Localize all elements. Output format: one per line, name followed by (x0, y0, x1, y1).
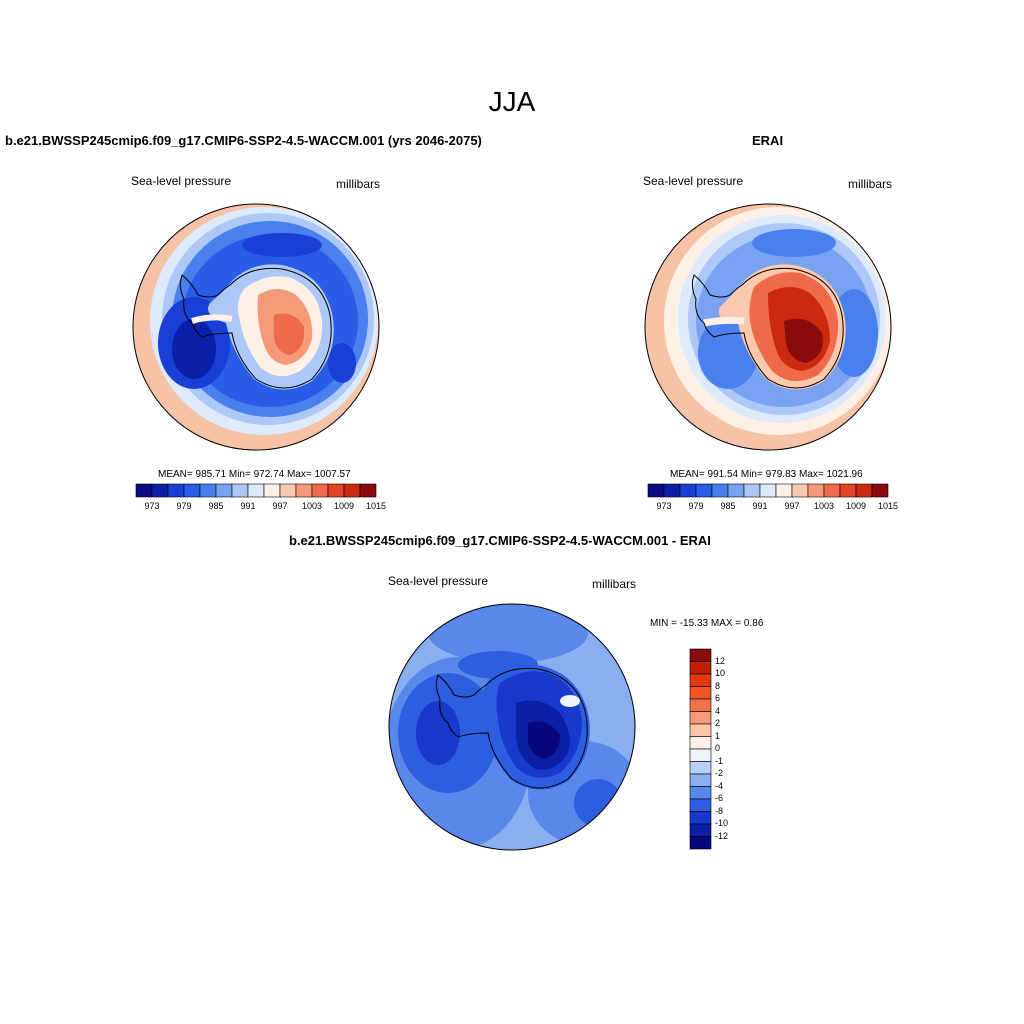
colorbar-tick-label: 979 (688, 501, 704, 511)
colorbar-tick-label: 6 (715, 693, 721, 703)
colorbar-tick-label: 10 (715, 668, 726, 678)
colorbar-tick-label: 8 (715, 680, 721, 691)
diff-variable-label: Sea-level pressure (388, 574, 489, 588)
model-panel-title: b.e21.BWSSP245cmip6.f09_g17.CMIP6-SSP2-4… (5, 133, 482, 148)
colorbar-tick-label: 1015 (877, 501, 899, 511)
diff-polar-map (388, 603, 636, 851)
colorbar-swatch (759, 483, 777, 498)
diff-colorbar-labels: 12 10 8 6 4 2 1 0 -1 -2 -4 -6 -8 -10 -12 (715, 649, 755, 849)
colorbar-tick-label: 1015 (365, 501, 387, 511)
colorbar-swatch (199, 483, 217, 498)
colorbar-swatch (689, 786, 712, 800)
model-colorbar (135, 483, 377, 498)
colorbar-swatch (689, 836, 712, 850)
colorbar-swatch (135, 483, 153, 498)
colorbar-swatch (823, 483, 841, 498)
colorbar-tick-label: -12 (715, 830, 729, 841)
colorbar-tick-label: -8 (715, 805, 724, 816)
colorbar-tick-label: 985 (208, 501, 224, 511)
colorbar-tick-label: 1003 (301, 501, 323, 511)
colorbar-swatch (791, 483, 809, 498)
diff-colorbar (689, 648, 712, 850)
colorbar-swatch (689, 648, 712, 662)
colorbar-swatch (689, 773, 712, 787)
obs-polar-map (644, 203, 892, 451)
colorbar-tick-label: -10 (715, 818, 729, 828)
colorbar-swatch (151, 483, 169, 498)
colorbar-swatch (689, 711, 712, 725)
colorbar-tick-label: 997 (784, 501, 800, 511)
colorbar-tick-label: -4 (715, 780, 724, 791)
colorbar-tick-label: 979 (176, 501, 192, 511)
colorbar-tick-label: 991 (240, 501, 256, 511)
colorbar-tick-label: 2 (715, 718, 721, 728)
model-variable-label: Sea-level pressure (131, 174, 232, 188)
colorbar-swatch (727, 483, 745, 498)
colorbar-swatch (183, 483, 201, 498)
colorbar-swatch (231, 483, 249, 498)
model-polar-map (132, 203, 380, 451)
colorbar-swatch (775, 483, 793, 498)
obs-stats: MEAN= 991.54 Min= 979.83 Max= 1021.96 (670, 469, 863, 480)
colorbar-tick-label: 12 (715, 655, 726, 666)
colorbar-swatch (689, 811, 712, 825)
colorbar-swatch (689, 673, 712, 687)
diff-panel-title: b.e21.BWSSP245cmip6.f09_g17.CMIP6-SSP2-4… (289, 533, 711, 548)
colorbar-swatch (855, 483, 873, 498)
obs-units-label: millibars (848, 177, 893, 191)
colorbar-swatch (711, 483, 729, 498)
diff-stats: MIN = -15.33 MAX = 0.86 (650, 618, 764, 629)
colorbar-tick-label: 1009 (845, 501, 867, 511)
colorbar-swatch (663, 483, 681, 498)
colorbar-swatch (359, 483, 377, 498)
model-units-label: millibars (336, 177, 381, 191)
colorbar-swatch (343, 483, 361, 498)
colorbar-swatch (679, 483, 697, 498)
colorbar-swatch (689, 661, 712, 675)
colorbar-tick-label: 991 (752, 501, 768, 511)
colorbar-swatch (689, 698, 712, 712)
colorbar-tick-label: 1 (715, 730, 721, 741)
colorbar-tick-label: 0 (715, 743, 721, 753)
colorbar-tick-label: 973 (656, 501, 672, 511)
colorbar-swatch (311, 483, 329, 498)
model-colorbar-labels: 973 979 985 991 997 1003 1009 1015 (136, 501, 386, 513)
colorbar-swatch (215, 483, 233, 498)
colorbar-swatch (327, 483, 345, 498)
colorbar-swatch (279, 483, 297, 498)
colorbar-swatch (647, 483, 665, 498)
colorbar-swatch (689, 686, 712, 700)
obs-colorbar-labels: 973 979 985 991 997 1003 1009 1015 (648, 501, 898, 513)
colorbar-tick-label: 973 (144, 501, 160, 511)
diff-units-label: millibars (592, 577, 637, 591)
colorbar-tick-label: 997 (272, 501, 288, 511)
model-stats: MEAN= 985.71 Min= 972.74 Max= 1007.57 (158, 469, 351, 480)
colorbar-swatch (689, 736, 712, 750)
colorbar-tick-label: 985 (720, 501, 736, 511)
obs-colorbar (647, 483, 889, 498)
season-title: JJA (488, 86, 536, 117)
colorbar-tick-label: 4 (715, 705, 721, 716)
colorbar-tick-label: -1 (715, 755, 724, 766)
colorbar-tick-label: -6 (715, 793, 724, 803)
colorbar-tick-label: 1009 (333, 501, 355, 511)
colorbar-swatch (807, 483, 825, 498)
colorbar-swatch (247, 483, 265, 498)
obs-panel-title: ERAI (752, 133, 784, 148)
colorbar-swatch (689, 723, 712, 737)
colorbar-swatch (689, 823, 712, 837)
colorbar-swatch (263, 483, 281, 498)
obs-variable-label: Sea-level pressure (643, 174, 744, 188)
colorbar-swatch (839, 483, 857, 498)
colorbar-swatch (689, 798, 712, 812)
colorbar-tick-label: -2 (715, 768, 724, 778)
colorbar-swatch (871, 483, 889, 498)
colorbar-swatch (295, 483, 313, 498)
colorbar-swatch (689, 748, 712, 762)
colorbar-swatch (695, 483, 713, 498)
colorbar-swatch (167, 483, 185, 498)
colorbar-tick-label: 1003 (813, 501, 835, 511)
colorbar-swatch (743, 483, 761, 498)
colorbar-swatch (689, 761, 712, 775)
